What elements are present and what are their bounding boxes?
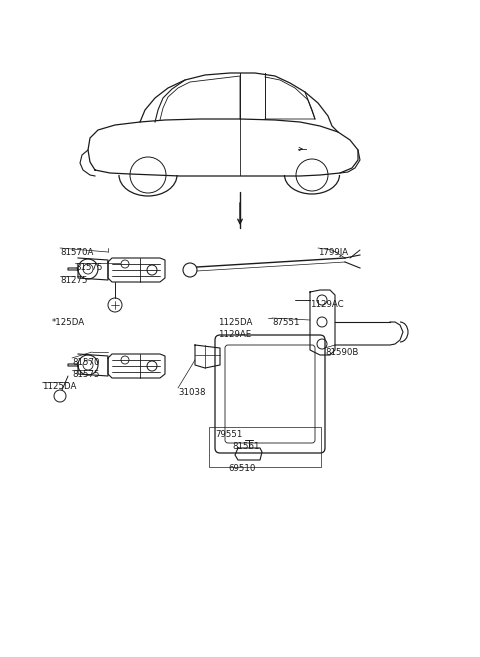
Text: 87551: 87551 — [272, 318, 300, 327]
Text: 81570: 81570 — [72, 358, 99, 367]
Text: 81275: 81275 — [60, 276, 87, 285]
Text: 81570A: 81570A — [60, 248, 94, 257]
Text: 69510: 69510 — [228, 464, 255, 473]
Text: 1125DA: 1125DA — [42, 382, 76, 391]
Text: *125DA: *125DA — [52, 318, 85, 327]
Text: 1129AC: 1129AC — [310, 300, 344, 309]
Text: 31038: 31038 — [178, 388, 205, 397]
Text: 79551: 79551 — [215, 430, 242, 439]
Text: 81575: 81575 — [75, 263, 103, 272]
Text: 81590B: 81590B — [325, 348, 359, 357]
Text: 1799JA: 1799JA — [318, 248, 348, 257]
Text: 1125DA: 1125DA — [218, 318, 252, 327]
Text: 81561: 81561 — [232, 442, 260, 451]
Text: 81575: 81575 — [72, 370, 99, 379]
Text: 1129AE: 1129AE — [218, 330, 251, 339]
